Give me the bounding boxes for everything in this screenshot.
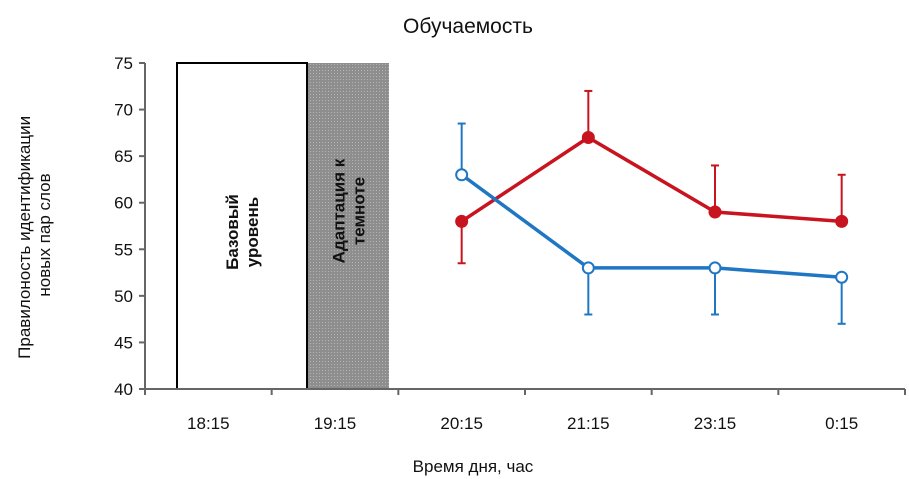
series-2-point [581,261,595,275]
x-tick-label: 19:15 [314,414,357,433]
band-2-label-line-1: Адаптация к [330,158,349,263]
x-axis-label: Время дня, час [413,457,534,476]
y-axis-label-line-2: новых пар слов [35,173,54,296]
series-1-point [455,214,469,228]
bands-layer: Базовыйуровень Адаптация ктемноте [176,62,389,390]
series-1-point [835,214,849,228]
series-1-line [460,135,842,224]
y-tick-label: 55 [114,240,133,259]
x-tick-label: 0:15 [825,414,858,433]
series-1-point [708,205,722,219]
y-tick-label: 65 [114,147,133,166]
band-2 [308,63,389,389]
y-tick-label: 45 [114,333,133,352]
y-axis-label: Правилоность идентификации новых пар сло… [15,111,54,359]
y-tick-label: 70 [114,101,133,120]
series-2-line [460,173,842,279]
band-2-label-line-2: темноте [350,177,369,245]
axes-layer: 40 45 50 55 60 65 70 75 18:15 19:15 20:15 21:15 23:1… [114,54,906,433]
band-1 [176,62,308,390]
y-tick-label: 60 [114,194,133,213]
band-1-label-line-1: Базовый [223,194,242,270]
x-tick-label: 21:15 [567,414,610,433]
band-1-label-line-2: уровень [243,197,262,267]
series-2-point [708,261,722,275]
y-tick-label: 50 [114,287,133,306]
series-layer [455,89,849,325]
series-1-point [581,131,595,145]
y-axis-label-line-1: Правилоность идентификации [15,116,34,359]
series-1 [455,89,849,265]
series-2-point [835,270,849,284]
band-1-label: Базовыйуровень [223,194,262,270]
x-tick-label: 18:15 [187,414,230,433]
series-2 [455,122,849,325]
band-2-label: Адаптация ктемноте [330,158,369,263]
y-tick-label: 40 [114,380,133,399]
x-tick-label: 23:15 [694,414,737,433]
series-2-point [455,168,469,182]
chart-title: Обучаемость [403,15,533,38]
x-tick-label: 20:15 [440,414,483,433]
y-tick-label: 75 [114,54,133,73]
